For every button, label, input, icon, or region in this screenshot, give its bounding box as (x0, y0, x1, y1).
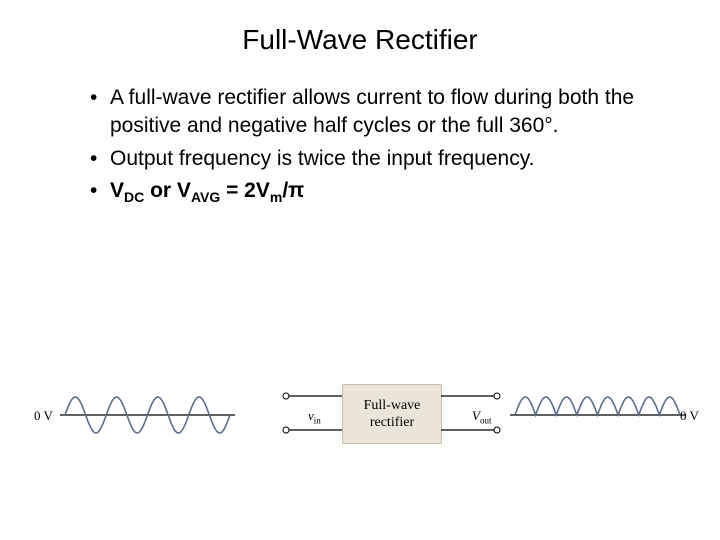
slide-title: Full-Wave Rectifier (0, 0, 720, 84)
box-line2: rectifier (343, 414, 441, 432)
bullet-item: VDC or VAVG = 2Vm/π (90, 177, 660, 207)
rectifier-box: Full-wave rectifier (342, 384, 442, 444)
output-rectified-wave (510, 380, 690, 450)
rectifier-diagram: 0 V vin Full-wave rectifier Vout 0 V (0, 370, 720, 460)
zero-volt-label-right: 0 V (680, 408, 699, 424)
vin-label: vin (308, 408, 321, 426)
bullet-item: Output frequency is twice the input freq… (90, 145, 660, 173)
bullet-item: A full-wave rectifier allows current to … (90, 84, 660, 141)
vout-label: Vout (472, 408, 491, 426)
bullet-list: A full-wave rectifier allows current to … (0, 84, 720, 207)
zero-volt-label-left: 0 V (34, 408, 53, 424)
box-line1: Full-wave (343, 397, 441, 415)
input-sine-wave (60, 380, 240, 450)
